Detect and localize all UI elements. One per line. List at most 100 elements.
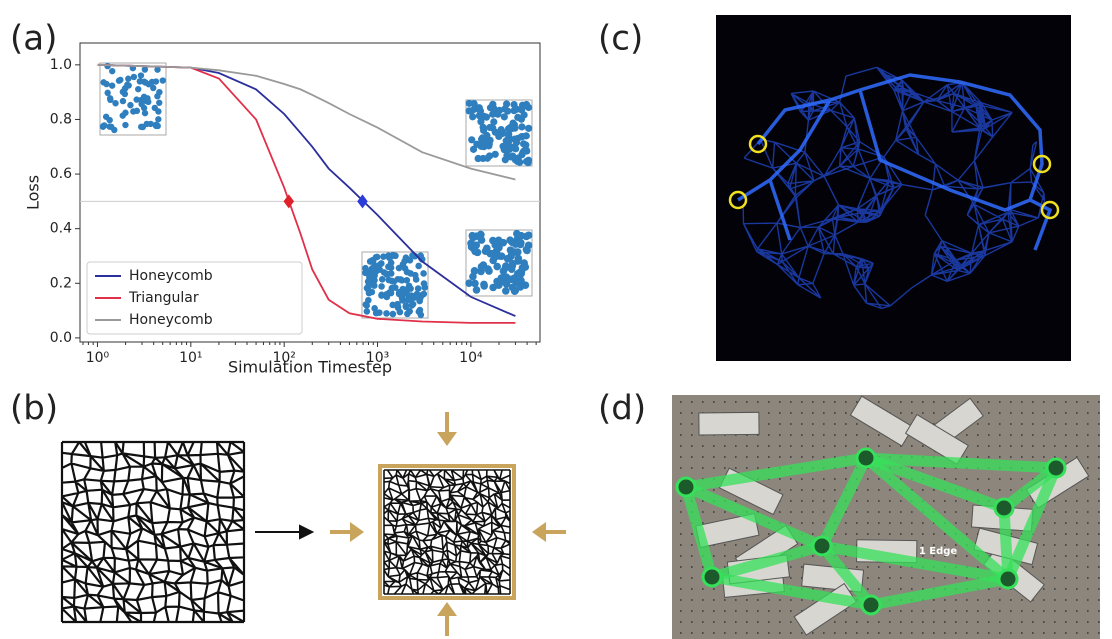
particle <box>133 107 141 115</box>
x-tick-label: 10⁴ <box>459 350 483 366</box>
particle <box>472 286 481 294</box>
particle <box>499 238 508 247</box>
particle <box>486 123 494 132</box>
particle <box>507 248 516 257</box>
particle <box>489 256 498 265</box>
particle <box>363 284 371 292</box>
particle <box>493 262 501 271</box>
particle <box>383 310 390 317</box>
particle <box>414 285 422 292</box>
network-main <box>737 73 1053 251</box>
particle <box>108 82 116 89</box>
particle <box>409 300 417 308</box>
particle <box>506 236 514 245</box>
particle <box>514 257 522 265</box>
x-tick-label: 10¹ <box>179 350 202 366</box>
particle <box>524 231 533 240</box>
particle <box>376 261 383 269</box>
particle <box>365 289 373 297</box>
particle <box>507 143 515 151</box>
legend <box>86 261 303 335</box>
particle <box>119 88 127 96</box>
particle <box>480 112 488 120</box>
node <box>675 476 697 498</box>
particle <box>501 263 510 272</box>
particle <box>378 276 386 283</box>
particle <box>402 286 410 294</box>
particle <box>406 256 414 264</box>
particle <box>366 269 374 277</box>
force-arrowhead <box>532 522 546 542</box>
highlight-circle <box>748 134 768 154</box>
particle <box>151 104 158 112</box>
particle <box>141 78 148 85</box>
illustrations: 1 Edge <box>60 15 1100 639</box>
particle <box>469 113 477 121</box>
particle <box>397 276 404 283</box>
y-tick-label: 1.0 <box>50 57 72 73</box>
edge <box>869 573 1010 611</box>
particle <box>125 75 132 82</box>
particle <box>471 247 479 256</box>
particle <box>465 107 473 115</box>
particle <box>402 303 410 311</box>
particle <box>510 287 519 296</box>
particle <box>502 280 511 289</box>
particle <box>372 268 380 275</box>
particle <box>112 100 119 107</box>
particle <box>418 291 426 299</box>
legend-label: Honeycomb <box>129 268 213 284</box>
particle <box>502 137 510 145</box>
particle <box>152 78 160 85</box>
particle <box>500 113 508 121</box>
particle <box>127 101 134 109</box>
particle <box>512 138 521 147</box>
particle <box>518 263 527 272</box>
marker <box>357 194 368 209</box>
particle <box>380 253 387 261</box>
y-tick-label: 0.0 <box>50 330 72 346</box>
x-axis-label: Simulation Timestep <box>228 358 392 377</box>
particle <box>403 276 411 284</box>
particle <box>365 296 372 304</box>
particle <box>493 251 502 260</box>
series-line <box>97 63 516 324</box>
particle <box>522 132 530 140</box>
edge <box>680 485 718 579</box>
particle <box>111 126 118 134</box>
particle <box>475 106 484 114</box>
particle <box>366 258 374 265</box>
particle <box>506 123 515 132</box>
y-tick-label: 0.6 <box>50 166 72 182</box>
particle <box>421 284 429 291</box>
particle <box>362 264 369 272</box>
particle <box>416 306 424 314</box>
particle <box>385 254 393 261</box>
particle <box>497 125 505 134</box>
particle <box>494 281 503 289</box>
particle <box>141 109 149 117</box>
particle <box>502 287 510 295</box>
particle <box>155 116 162 123</box>
particle <box>378 283 385 290</box>
particle <box>514 248 522 256</box>
particle <box>511 240 520 248</box>
particle <box>156 88 163 96</box>
particle <box>468 136 476 144</box>
edge <box>865 452 1057 474</box>
particle <box>135 85 142 93</box>
particle <box>491 241 500 249</box>
particle <box>490 118 498 126</box>
node <box>993 497 1015 519</box>
highlight-circle <box>1040 200 1060 220</box>
particle <box>479 261 488 269</box>
particle <box>138 123 145 131</box>
particle <box>485 267 493 275</box>
edge <box>817 455 871 549</box>
particle <box>516 158 524 166</box>
particle <box>474 232 483 240</box>
particle <box>522 141 530 149</box>
legend-label: Honeycomb <box>129 312 213 328</box>
panel-label: (b) <box>10 389 58 429</box>
